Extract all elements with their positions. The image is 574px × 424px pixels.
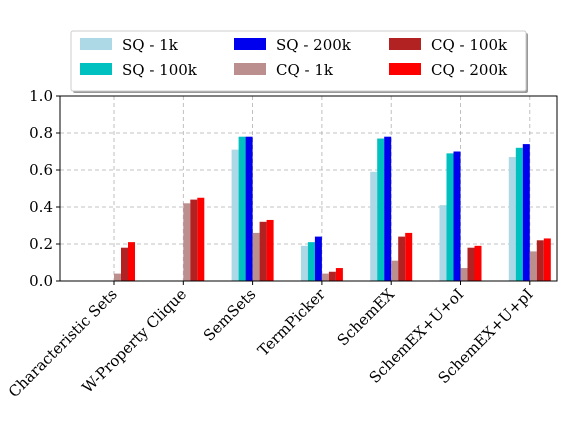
bar <box>328 271 336 281</box>
y-tick-label: 0.6 <box>29 161 53 179</box>
bar <box>238 136 246 281</box>
bar <box>384 136 392 281</box>
bar <box>453 151 461 281</box>
x-tick-label: TermPicker <box>254 285 329 360</box>
legend-swatch <box>389 63 421 75</box>
y-axis: 0.0 0.2 0.4 0.6 0.8 1.0 <box>29 87 60 290</box>
bar <box>321 273 329 281</box>
x-tick-label: SemSets <box>200 285 260 345</box>
legend-swatch <box>234 38 266 50</box>
bar <box>231 149 239 281</box>
bar <box>405 232 413 281</box>
bar <box>245 136 253 281</box>
bar <box>370 171 378 281</box>
bar <box>307 242 315 281</box>
bar <box>121 247 128 281</box>
legend-swatch <box>80 63 112 75</box>
bar <box>460 268 468 281</box>
plot-area-frame <box>59 95 558 282</box>
bar <box>543 238 551 281</box>
x-tick-label: SchemEX <box>334 285 399 350</box>
bar <box>335 268 343 281</box>
bar <box>314 236 322 281</box>
y-tick-label: 0.4 <box>29 198 53 216</box>
bar <box>536 240 544 281</box>
legend-swatch <box>389 38 421 50</box>
bar <box>515 147 523 281</box>
bar <box>522 144 530 281</box>
bar <box>114 273 121 281</box>
legend-label: SQ - 1k <box>122 36 179 54</box>
bar <box>439 205 447 281</box>
legend-swatch <box>234 63 266 75</box>
bars-layer <box>114 136 551 281</box>
bar <box>398 236 406 281</box>
bar <box>300 245 308 281</box>
bar <box>467 247 475 281</box>
bar <box>197 197 205 281</box>
bar <box>391 260 399 281</box>
bar <box>377 138 385 281</box>
legend-label: CQ - 200k <box>431 61 508 79</box>
bar <box>259 221 267 281</box>
bar <box>474 245 482 281</box>
bar <box>128 242 135 281</box>
y-tick-label: 0.2 <box>29 235 53 253</box>
bar <box>529 251 537 281</box>
legend-label: SQ - 100k <box>122 61 198 79</box>
y-tick-label: 0.0 <box>29 272 53 290</box>
y-tick-label: 1.0 <box>29 87 53 105</box>
bar <box>446 153 454 281</box>
legend-label: CQ - 100k <box>431 36 508 54</box>
bar <box>190 199 198 281</box>
y-tick-label: 0.8 <box>29 124 53 142</box>
legend-label: SQ - 200k <box>276 36 352 54</box>
bar <box>508 157 516 281</box>
legend-swatch <box>80 38 112 50</box>
bar <box>252 232 260 281</box>
bar <box>266 219 274 281</box>
legend-label: CQ - 1k <box>276 61 334 79</box>
legend: SQ - 1k SQ - 100k SQ - 200k CQ - 1k CQ - 100… <box>70 30 528 93</box>
bar <box>183 203 191 281</box>
